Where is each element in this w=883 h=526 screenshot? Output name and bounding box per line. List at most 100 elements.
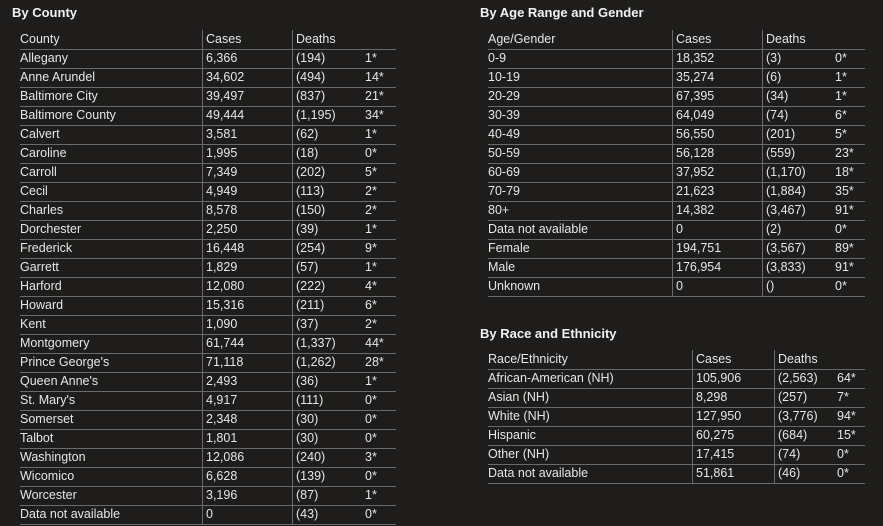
cell-value: (87)	[296, 488, 319, 502]
row-divider	[20, 182, 396, 183]
cell-value: (139)	[296, 469, 326, 483]
row-divider	[20, 353, 396, 354]
cell-value: 1*	[365, 222, 377, 236]
cell-value: (150)	[296, 203, 326, 217]
cell-value: 1*	[365, 374, 377, 388]
row-label: 70-79	[488, 184, 520, 198]
cell-value: (34)	[766, 89, 789, 103]
cell-value: 49,444	[206, 108, 245, 122]
row-label: Anne Arundel	[20, 70, 96, 84]
cell-value: 1*	[365, 127, 377, 141]
cell-value: (494)	[296, 70, 326, 84]
row-label: Talbot	[20, 431, 54, 445]
cell-value: 0*	[837, 466, 849, 480]
row-divider	[488, 426, 865, 427]
row-label: Queen Anne's	[20, 374, 99, 388]
cell-value: 51,861	[696, 466, 735, 480]
row-label: 50-59	[488, 146, 520, 160]
row-label: Washington	[20, 450, 86, 464]
row-label: Prince George's	[20, 355, 110, 369]
cell-value: (46)	[778, 466, 801, 480]
cell-value: 0*	[365, 412, 377, 426]
cell-value: 18,352	[676, 51, 715, 65]
cell-value: 2*	[365, 317, 377, 331]
cell-value: (257)	[778, 390, 808, 404]
cell-value: (30)	[296, 412, 319, 426]
row-label: Other (NH)	[488, 447, 550, 461]
cell-value: 94*	[837, 409, 856, 423]
cell-value: (3,467)	[766, 203, 806, 217]
section-title: By Age Range and Gender	[480, 5, 644, 20]
cell-value: (74)	[766, 108, 789, 122]
cell-value: (3)	[766, 51, 782, 65]
row-divider	[20, 391, 396, 392]
cell-value: (113)	[296, 184, 325, 198]
row-divider	[20, 296, 396, 297]
row-divider	[20, 49, 396, 50]
cell-value: (2)	[766, 222, 782, 236]
row-divider	[488, 49, 865, 50]
cell-value: (36)	[296, 374, 319, 388]
cell-value: 0*	[365, 146, 377, 160]
cell-value: 127,950	[696, 409, 742, 423]
cell-value: 3,196	[206, 488, 238, 502]
cell-value: (684)	[778, 428, 808, 442]
cell-value: 67,395	[676, 89, 715, 103]
row-divider	[488, 296, 865, 297]
cell-value: 21,623	[676, 184, 715, 198]
cell-value: 0	[676, 222, 683, 236]
cell-value: 0*	[835, 279, 847, 293]
row-divider	[488, 277, 865, 278]
cell-value: 6*	[365, 298, 377, 312]
row-divider	[20, 106, 396, 107]
row-divider	[20, 239, 396, 240]
cell-value: 3,581	[206, 127, 238, 141]
row-label: 30-39	[488, 108, 520, 122]
column-divider	[202, 30, 203, 524]
row-label: Worcester	[20, 488, 77, 502]
row-divider	[488, 106, 865, 107]
row-label: Data not available	[488, 466, 589, 480]
cell-value: 39,497	[206, 89, 245, 103]
cell-value: (30)	[296, 431, 319, 445]
column-divider	[774, 350, 775, 483]
cell-value: 2,348	[206, 412, 238, 426]
cell-value: 2*	[365, 184, 377, 198]
cell-value: 56,550	[676, 127, 715, 141]
row-divider	[20, 505, 396, 506]
row-divider	[488, 87, 865, 88]
row-divider	[20, 315, 396, 316]
cell-value: (202)	[296, 165, 326, 179]
row-divider	[20, 429, 396, 430]
cell-value: 1*	[365, 260, 377, 274]
cell-value: 44*	[365, 336, 384, 350]
row-divider	[488, 220, 865, 221]
row-label: Cecil	[20, 184, 48, 198]
column-divider	[672, 30, 673, 296]
cell-value: (57)	[296, 260, 319, 274]
cell-value: 18*	[835, 165, 854, 179]
row-label: Caroline	[20, 146, 67, 160]
row-label: Montgomery	[20, 336, 90, 350]
cell-value: (559)	[766, 146, 796, 160]
cell-value: 17,415	[696, 447, 735, 461]
cell-value: 2,250	[206, 222, 238, 236]
column-divider	[292, 30, 293, 524]
column-header: Cases	[676, 32, 712, 46]
cell-value: (1,337)	[296, 336, 336, 350]
row-label: Garrett	[20, 260, 59, 274]
column-header: Race/Ethnicity	[488, 352, 568, 366]
row-divider	[488, 239, 865, 240]
cell-value: 7,349	[206, 165, 238, 179]
cell-value: 1,090	[206, 317, 238, 331]
cell-value: (1,195)	[296, 108, 336, 122]
cell-value: 21*	[365, 89, 384, 103]
row-label: 40-49	[488, 127, 520, 141]
row-divider	[20, 334, 396, 335]
row-divider	[488, 369, 865, 370]
section-title: By Race and Ethnicity	[480, 326, 617, 341]
cell-value: 1,995	[206, 146, 238, 160]
row-divider	[20, 410, 396, 411]
cell-value: 8,298	[696, 390, 728, 404]
